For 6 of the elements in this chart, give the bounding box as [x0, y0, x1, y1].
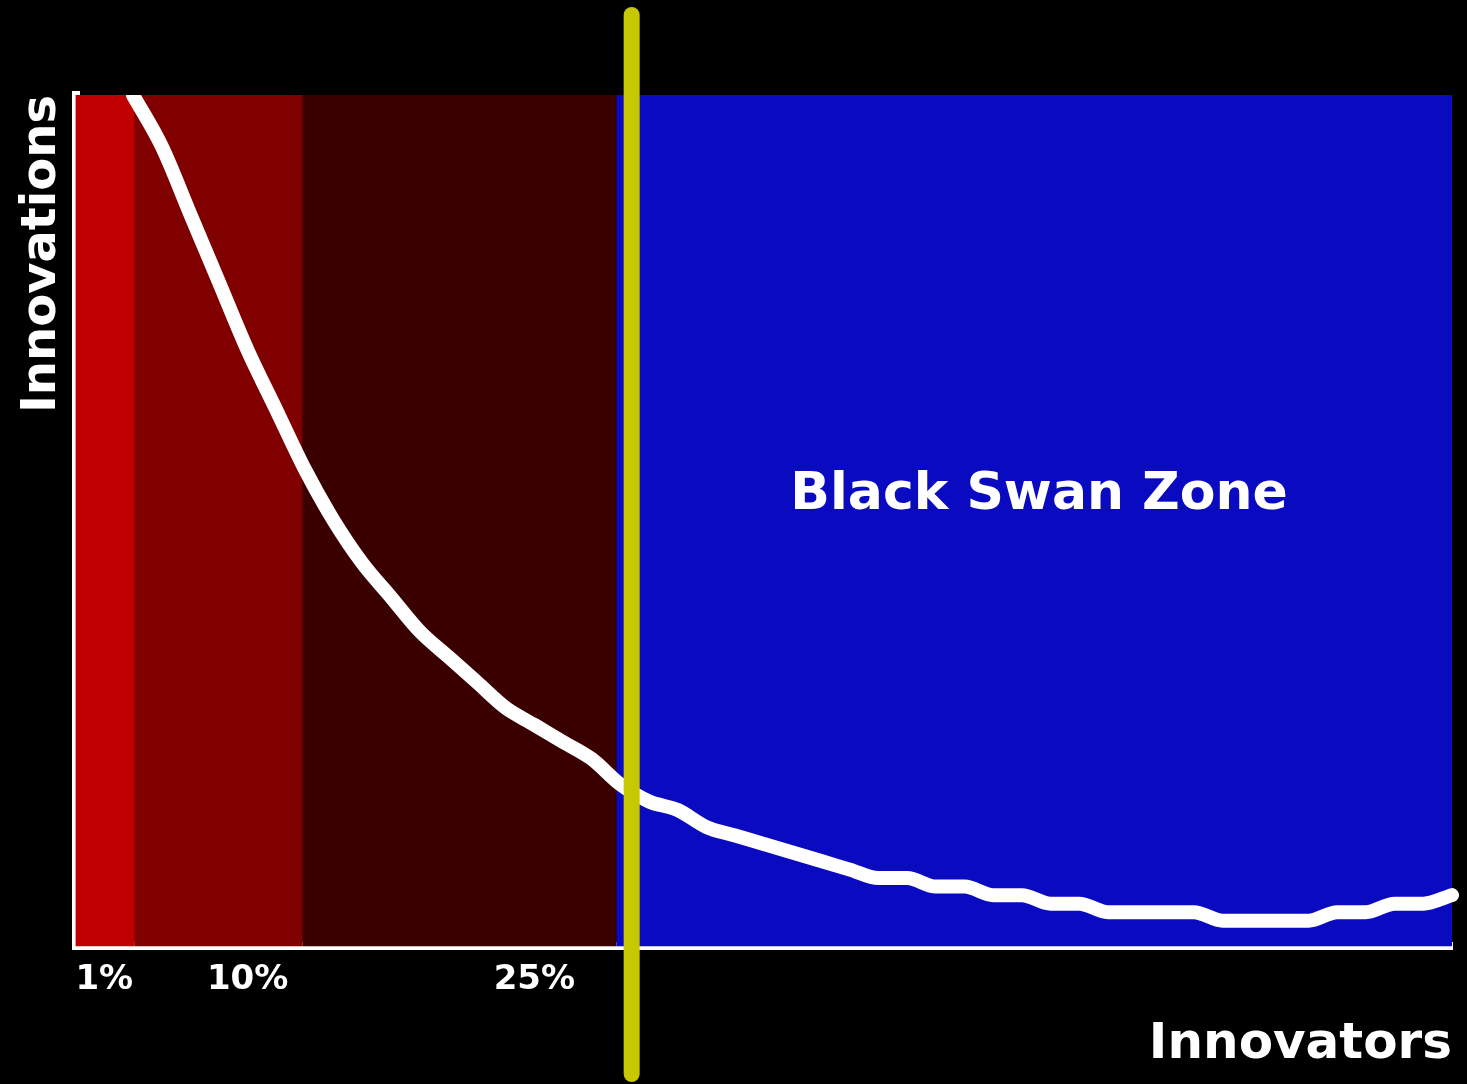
- x-tick-label: 25%: [493, 957, 576, 998]
- x-axis-title: Innovators: [1148, 1011, 1452, 1070]
- annotation: Black Swan Zone: [790, 460, 1288, 521]
- x-tick-label: 10%: [206, 957, 289, 998]
- y-axis-title: Innovations: [10, 95, 67, 413]
- x-tick-label: 1%: [75, 957, 134, 998]
